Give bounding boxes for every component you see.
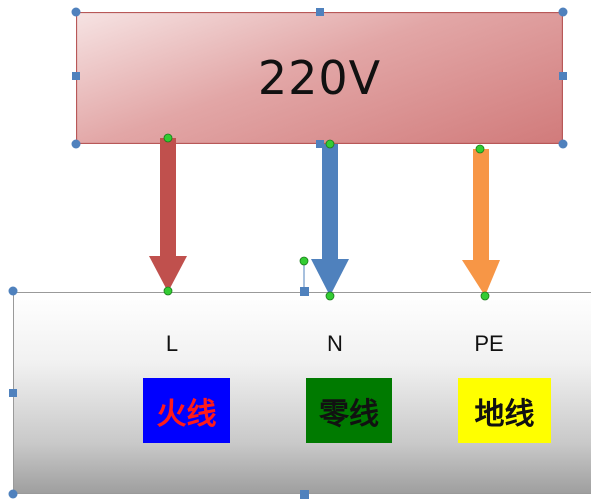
earth-wire-arrow[interactable]: [462, 149, 500, 296]
resize-handle-icon: [316, 140, 324, 148]
resize-handle-icon: [300, 490, 309, 499]
neutral-wire-arrow[interactable]: [311, 144, 349, 296]
power-source-label: 220V: [257, 51, 382, 105]
connection-point-icon: [480, 291, 490, 301]
terminal-label-l: L: [165, 331, 179, 356]
resize-handle-icon: [72, 72, 80, 80]
wire-tag-neutral: 零线: [306, 378, 392, 443]
wire-tag-earth: 地线: [458, 378, 551, 443]
resize-handle-icon: [8, 489, 18, 499]
rotate-handle-icon: [299, 256, 309, 266]
source-selection-handles[interactable]: [71, 7, 568, 149]
connection-point-icon: [325, 291, 335, 301]
resize-handle-icon: [316, 8, 324, 16]
resize-handle-icon: [71, 7, 81, 17]
resize-handle-icon: [300, 287, 309, 296]
resize-handle-icon: [558, 7, 568, 17]
connection-point-icon: [163, 133, 173, 143]
terminal-label-pe: PE: [474, 331, 504, 356]
resize-handle-icon: [9, 389, 17, 397]
resize-handle-icon: [558, 139, 568, 149]
device-selection-handles[interactable]: [8, 286, 310, 500]
connection-point-icon: [475, 144, 485, 154]
wire-tag-live: 火线: [143, 378, 230, 443]
live-wire-arrow[interactable]: [149, 138, 187, 292]
connection-point-icon: [163, 286, 173, 296]
terminal-label-n: N: [327, 331, 343, 356]
connection-point-icon: [325, 139, 335, 149]
resize-handle-icon: [559, 72, 567, 80]
resize-handle-icon: [71, 139, 81, 149]
connection-points[interactable]: [163, 133, 490, 301]
power-source-box[interactable]: 220V: [76, 12, 563, 144]
resize-handle-icon: [8, 286, 18, 296]
